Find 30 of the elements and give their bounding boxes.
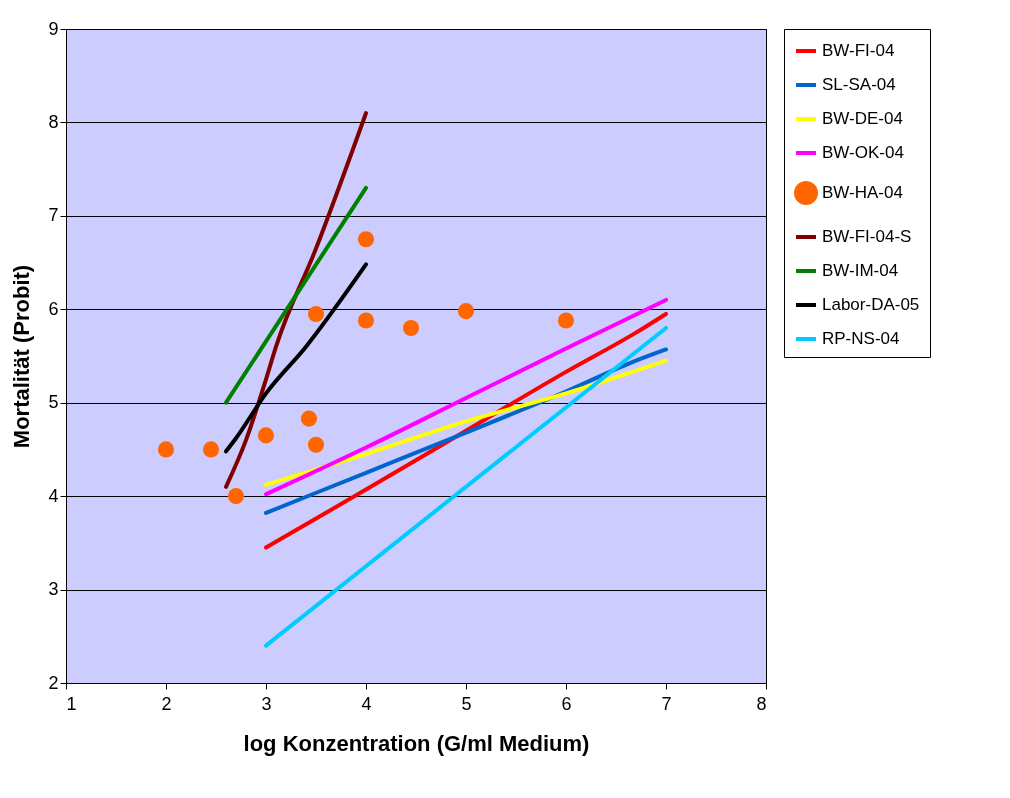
y-tick-label: 6 [48,298,59,319]
x-tick-label: 5 [461,693,472,714]
legend-label: BW-FI-04 [822,41,895,60]
line-series [264,358,668,487]
x-tick-label: 8 [756,693,767,714]
x-axis-title: log Konzentration (G/ml Medium) [243,730,590,756]
x-tick-label: 7 [661,693,672,714]
y-tick-label: 5 [48,392,59,413]
legend-label: BW-FI-04-S [822,227,912,246]
legend-label: BW-OK-04 [822,143,904,162]
y-tick-label: 7 [48,205,59,226]
y-axis-title: Mortalität (Probit) [9,264,35,449]
x-tick-label: 2 [161,693,172,714]
line-series [264,297,668,497]
legend-label: Labor-DA-05 [822,295,920,314]
x-tick-label: 3 [261,693,272,714]
legend-label: RP-NS-04 [822,329,900,348]
y-tick-label: 4 [48,485,59,506]
x-tick-label: 1 [66,693,77,714]
legend-label: BW-IM-04 [822,261,899,280]
y-tick-label: 2 [48,672,59,693]
legend-label: SL-SA-04 [822,75,896,94]
y-tick-label: 8 [48,111,59,132]
x-tick-label: 6 [561,693,572,714]
x-tick-label: 4 [361,693,372,714]
legend-label: BW-HA-04 [822,183,903,202]
y-tick-label: 3 [48,579,59,600]
y-tick-label: 9 [48,18,59,39]
line-series [264,311,668,550]
legend-label: BW-DE-04 [822,109,903,128]
